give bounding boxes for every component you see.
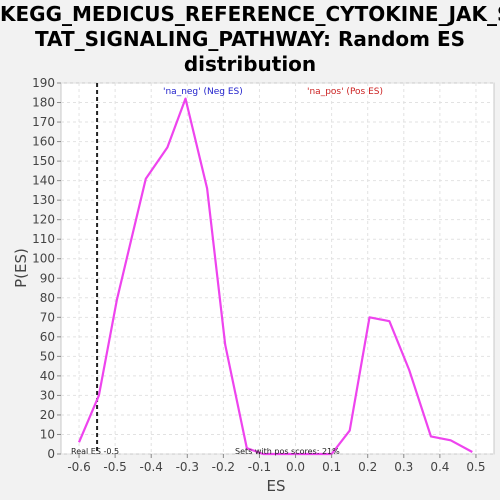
series-line <box>77 97 473 456</box>
chart-title-line-1: KEGG_MEDICUS_REFERENCE_CYTOKINE_JAK_S <box>0 2 500 26</box>
chart-title-line-3: distribution <box>183 52 317 76</box>
x-tick-label: -0.3 <box>176 460 199 474</box>
x-tick-label: 0.5 <box>466 460 485 474</box>
x-tick-label: -0.5 <box>103 460 126 474</box>
real-es-label: Real ES -0.5 <box>71 447 119 456</box>
y-tick-label: 190 <box>32 76 55 90</box>
x-tick-label: 0.4 <box>430 460 449 474</box>
plot-area <box>60 82 495 455</box>
y-tick-label: 150 <box>32 154 55 168</box>
pos-scores-annotation: Sets with pos scores: 21% <box>235 447 340 456</box>
chart-title-line-2: TAT_SIGNALING_PATHWAY: Random ES <box>34 27 466 51</box>
grid-lines <box>61 82 494 455</box>
y-tick-label: 20 <box>40 408 55 422</box>
x-tick-label: 0.0 <box>286 460 305 474</box>
legend-pos: 'na_pos' (Pos ES) <box>307 87 383 97</box>
y-tick-label: 40 <box>40 369 55 383</box>
y-tick-label: 180 <box>32 96 55 110</box>
x-axis-label: ES <box>267 477 286 495</box>
y-tick-label: 90 <box>40 271 55 285</box>
x-tick-label: -0.2 <box>212 460 235 474</box>
y-tick-label: 80 <box>40 291 55 305</box>
x-tick-label: -0.1 <box>248 460 271 474</box>
y-tick-label: 110 <box>32 232 55 246</box>
y-tick-label: 60 <box>40 330 55 344</box>
x-tick-label: -0.4 <box>139 460 162 474</box>
y-tick-label: 0 <box>47 447 55 461</box>
y-tick-label: 160 <box>32 135 55 149</box>
y-tick-label: 70 <box>40 310 55 324</box>
x-tick-label: 0.3 <box>394 460 413 474</box>
y-tick-label: 130 <box>32 193 55 207</box>
y-tick-label: 100 <box>32 252 55 266</box>
y-tick-label: 140 <box>32 174 55 188</box>
chart-title: KEGG_MEDICUS_REFERENCE_CYTOKINE_JAK_S TA… <box>0 2 500 77</box>
y-tick-label: 170 <box>32 115 55 129</box>
y-tick-label: 10 <box>40 427 55 441</box>
x-tick-label: -0.6 <box>67 460 90 474</box>
x-tick-label: 0.2 <box>358 460 377 474</box>
legend-neg: 'na_neg' (Neg ES) <box>163 87 243 97</box>
x-tick-label: 0.1 <box>322 460 341 474</box>
axes: 0 10 20 30 40 50 60 70 80 90 100 110 120 130 140 150 160… <box>32 76 485 474</box>
y-tick-label: 30 <box>40 388 55 402</box>
y-axis-label: P(ES) <box>12 248 30 288</box>
y-tick-label: 50 <box>40 349 55 363</box>
y-tick-label: 120 <box>32 213 55 227</box>
series-lines <box>77 97 473 456</box>
